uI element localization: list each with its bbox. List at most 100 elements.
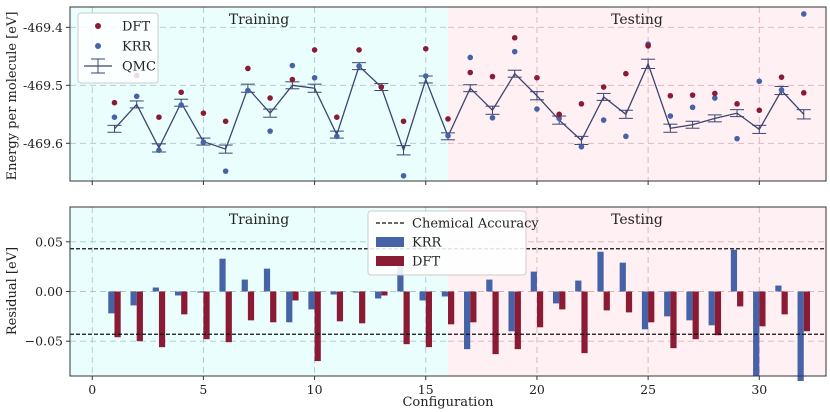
krr-bar: [308, 291, 315, 310]
dft-point: [756, 107, 763, 114]
dft-point: [689, 92, 696, 98]
krr-bar: [552, 291, 560, 304]
dft-bar: [136, 291, 143, 342]
krr-point: [422, 73, 429, 79]
krr-point: [178, 102, 184, 108]
krr-point: [445, 132, 451, 139]
dft-bar: [648, 291, 655, 323]
krr-bar: [508, 291, 515, 332]
dft-point: [578, 101, 585, 107]
x-tick-label: 5: [199, 382, 207, 397]
y-tick-label: -469.4: [23, 20, 63, 35]
dft-bar: [581, 291, 588, 354]
dft-point: [467, 69, 474, 76]
x-tick-label: 30: [751, 382, 767, 397]
dft-bar: [381, 291, 388, 296]
krr-point: [778, 87, 785, 93]
residual-y-axis-label: Residual [eV]: [5, 247, 20, 335]
x-tick-label: 15: [418, 382, 434, 397]
krr-bar: [174, 291, 182, 296]
dft-bar: [292, 291, 299, 301]
legend-krr-marker: [95, 43, 101, 49]
krr-point: [578, 143, 585, 150]
dft-bar: [114, 291, 121, 338]
dft-point: [178, 89, 184, 96]
krr-bar: [486, 279, 493, 292]
dft-bar: [359, 291, 366, 324]
x-tick-label: 25: [640, 382, 656, 397]
krr-bar: [464, 291, 471, 350]
krr-bar: [197, 291, 204, 293]
krr-point: [289, 62, 296, 69]
krr-bar: [352, 291, 360, 293]
qmc-line: [113, 62, 805, 153]
krr-bar: [263, 268, 271, 292]
dft-point: [489, 73, 496, 80]
krr-point: [334, 133, 340, 140]
krr-bar: [286, 291, 293, 323]
krr-bar: [686, 291, 693, 321]
krr-point: [689, 104, 696, 111]
krr-point: [111, 114, 118, 120]
krr-bar: [441, 291, 448, 297]
axes-frame: [69, 6, 827, 182]
dft-bar: [336, 291, 344, 322]
krr-bar: [619, 262, 626, 292]
dft-bar: [425, 291, 432, 348]
krr-point: [800, 11, 807, 17]
residual-legend: Chemical Accuracy KRR DFT: [367, 210, 539, 276]
dft-bar: [803, 291, 810, 332]
top-testing-label: Testing: [611, 12, 663, 28]
krr-bar: [730, 249, 738, 292]
krr-bar: [219, 258, 226, 292]
krr-point: [511, 48, 518, 55]
dft-bar: [181, 291, 188, 315]
krr-point: [667, 113, 674, 119]
krr-point: [467, 54, 474, 61]
krr-bar: [797, 291, 804, 381]
dft-point: [156, 114, 162, 120]
dft-point: [534, 74, 540, 81]
y-tick-label: 0.05: [35, 234, 63, 249]
dft-point: [289, 76, 296, 83]
krr-bar: [575, 280, 582, 292]
legend-qmc-marker: [84, 58, 112, 74]
krr-point: [623, 133, 629, 140]
y-tick-label: -469.5: [23, 78, 63, 93]
dft-point: [734, 101, 740, 107]
dft-point: [378, 84, 385, 90]
bottom-axes: 0.05 0.00 −0.05 0 5 10 15 20 25 30: [25, 206, 827, 397]
dft-point: [645, 43, 651, 49]
dft-bar: [247, 291, 255, 321]
dft-point: [511, 34, 518, 41]
krr-bar: [530, 271, 537, 292]
krr-point: [311, 74, 318, 81]
dft-bar: [514, 291, 521, 350]
dft-point: [556, 111, 562, 118]
dft-bar: [492, 291, 499, 355]
dft-bar: [737, 291, 744, 307]
krr-bar: [419, 291, 426, 301]
dft-bar: [625, 291, 633, 313]
energy-legend: DFT KRR QMC: [77, 12, 159, 84]
energy-marks: [107, 11, 811, 179]
x-tick-label: 10: [307, 382, 323, 397]
dft-point: [111, 99, 118, 106]
dft-bar: [470, 291, 477, 323]
dft-point: [445, 116, 451, 122]
x-tick-label: 0: [88, 382, 96, 397]
energy-panel: Training Testing -469.4 -469.5 -469.6 Ener…: [5, 6, 827, 185]
dft-point: [200, 110, 207, 116]
legend-krr-bar-marker: [376, 237, 404, 247]
dft-bar: [603, 291, 610, 311]
dft-point: [356, 47, 362, 53]
krr-bar: [241, 279, 248, 292]
dft-point: [400, 118, 407, 125]
krr-point: [400, 172, 407, 179]
y-tick-label: −0.05: [25, 334, 63, 349]
legend-chemical-accuracy-label: Chemical Accuracy: [412, 217, 539, 232]
dft-bar: [270, 291, 277, 323]
x-axis-label: Configuration: [402, 395, 494, 410]
krr-point: [156, 147, 162, 154]
